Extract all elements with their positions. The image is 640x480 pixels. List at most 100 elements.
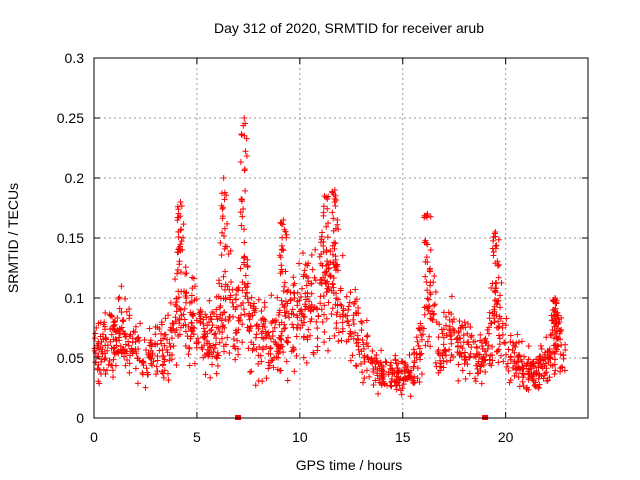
- data-point: [116, 294, 123, 301]
- data-point: [233, 303, 240, 310]
- data-point: [474, 366, 481, 373]
- data-point: [461, 353, 468, 360]
- data-point: [176, 316, 183, 323]
- data-point: [204, 322, 211, 329]
- data-point: [94, 366, 101, 373]
- data-point: [269, 357, 276, 364]
- data-point: [332, 267, 339, 274]
- data-point: [284, 339, 291, 346]
- data-point: [201, 334, 208, 341]
- data-point: [439, 352, 446, 359]
- data-point: [489, 280, 496, 287]
- data-point: [321, 302, 328, 309]
- data-point: [370, 366, 377, 373]
- data-point: [317, 300, 324, 307]
- data-point: [403, 375, 410, 382]
- data-point: [331, 239, 338, 246]
- data-point: [139, 371, 146, 378]
- data-point: [270, 338, 277, 345]
- data-point: [421, 311, 428, 318]
- data-point: [217, 295, 224, 302]
- data-point: [495, 318, 502, 325]
- data-point: [245, 345, 252, 352]
- data-point: [261, 304, 268, 311]
- data-point: [191, 360, 198, 367]
- data-point: [464, 330, 471, 337]
- data-point: [227, 294, 234, 301]
- data-point: [424, 211, 431, 217]
- data-point: [485, 330, 492, 337]
- data-point: [126, 369, 133, 376]
- data-point: [552, 295, 559, 301]
- data-point: [490, 249, 497, 256]
- data-point: [558, 342, 565, 349]
- data-point: [209, 309, 216, 316]
- data-point: [164, 370, 171, 377]
- data-point: [504, 360, 511, 367]
- data-point: [502, 340, 509, 347]
- data-point: [108, 331, 115, 338]
- data-point: [346, 299, 353, 306]
- data-point: [550, 311, 557, 318]
- data-point: [161, 331, 168, 338]
- data-point: [392, 382, 399, 389]
- data-point: [561, 367, 568, 374]
- data-point: [332, 256, 339, 263]
- data-point: [159, 361, 166, 368]
- data-point: [203, 350, 210, 357]
- data-point: [175, 234, 182, 241]
- data-point: [495, 262, 502, 269]
- data-point: [413, 334, 420, 341]
- data-point: [300, 273, 307, 280]
- data-point: [486, 356, 493, 363]
- data-point: [425, 296, 432, 303]
- data-point: [468, 344, 475, 351]
- data-point: [165, 312, 172, 319]
- data-point: [304, 262, 311, 269]
- data-point: [485, 324, 492, 331]
- data-point: [282, 324, 289, 331]
- data-point: [544, 377, 551, 384]
- data-point: [489, 357, 496, 364]
- data-point: [230, 336, 237, 343]
- data-point: [335, 226, 342, 233]
- data-point: [229, 286, 236, 293]
- data-point: [333, 295, 340, 302]
- data-point: [330, 284, 337, 291]
- data-point: [548, 331, 555, 338]
- data-point: [186, 362, 193, 369]
- data-point: [464, 320, 471, 327]
- data-point: [111, 321, 118, 328]
- data-point: [558, 314, 565, 321]
- data-point: [296, 260, 303, 267]
- data-point: [315, 313, 322, 320]
- data-point: [345, 306, 352, 313]
- data-point: [501, 339, 508, 346]
- data-point: [193, 338, 200, 345]
- data-point: [474, 351, 481, 358]
- data-point: [217, 239, 224, 246]
- data-point: [489, 245, 496, 252]
- data-point: [307, 307, 314, 314]
- data-point: [426, 333, 433, 340]
- data-point: [239, 321, 246, 328]
- data-point: [455, 361, 462, 368]
- data-point: [419, 331, 426, 338]
- data-point: [181, 305, 188, 312]
- data-point: [164, 336, 171, 343]
- data-point: [387, 362, 394, 369]
- data-point: [244, 256, 251, 263]
- data-point: [168, 351, 175, 358]
- data-point: [281, 279, 288, 286]
- data-point: [398, 391, 405, 398]
- data-point: [222, 268, 229, 275]
- data-point: [190, 331, 197, 338]
- data-point: [357, 360, 364, 367]
- data-point: [246, 316, 253, 323]
- data-point: [538, 345, 545, 352]
- data-point: [302, 290, 309, 297]
- data-point: [438, 363, 445, 370]
- data-point: [435, 334, 442, 341]
- data-point: [202, 311, 209, 318]
- data-point: [322, 269, 329, 276]
